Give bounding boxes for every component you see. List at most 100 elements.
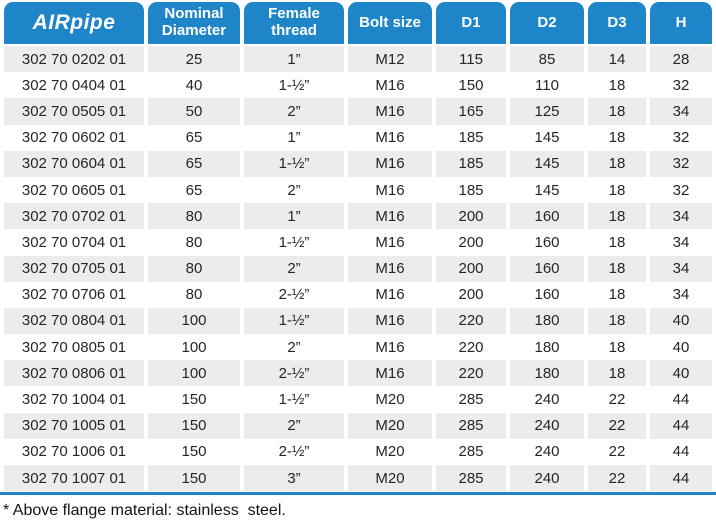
cell-female_thread: 2”	[287, 181, 301, 199]
cell-d2: 85	[510, 46, 584, 73]
cell-h: 32	[672, 76, 690, 94]
cell-nominal_diameter: 100	[148, 307, 240, 335]
cell-d2: 240	[534, 443, 560, 461]
cell-bolt_size: M20	[348, 465, 432, 492]
cell-d2: 160	[510, 203, 584, 230]
col-header-nominal-diameter: Nominal Diameter	[148, 2, 240, 46]
cell-d3: 18	[608, 233, 626, 251]
spec-table: AIRpipe Nominal Diameter Female thread B…	[0, 2, 716, 492]
cell-female_thread: 2”	[244, 412, 344, 439]
cell-d3: 18	[608, 129, 626, 147]
footnote: * Above flange material: stainless steel…	[3, 502, 286, 520]
table-row: 302 70 0202 01 25 1” M12 115 85 14 28	[4, 46, 712, 73]
cell-bolt_size: M16	[348, 307, 432, 335]
cell-female_thread: 2-½”	[278, 443, 310, 461]
cell-bolt_size: M16	[348, 360, 432, 387]
cell-d3: 18	[588, 150, 646, 177]
cell-part_number: 302 70 0404 01	[21, 76, 127, 94]
cell-nominal_diameter: 80	[185, 233, 203, 251]
cell-d1: 220	[458, 338, 484, 356]
cell-bolt_size: M16	[375, 129, 405, 147]
cell-d3: 18	[588, 360, 646, 387]
cell-d3: 18	[588, 203, 646, 230]
cell-d2: 145	[534, 129, 560, 147]
cell-d3: 22	[608, 391, 626, 409]
cell-d1: 200	[458, 233, 484, 251]
cell-d2: 145	[534, 181, 560, 199]
cell-female_thread: 1”	[244, 203, 344, 230]
cell-nominal_diameter: 150	[148, 465, 240, 492]
table-row: 302 70 0704 01 80 1-½” M16 200 160 18 34	[4, 229, 712, 255]
cell-d3: 22	[608, 443, 626, 461]
cell-d1: 220	[436, 307, 506, 335]
cell-part_number: 302 70 1005 01	[4, 412, 144, 439]
table-row: 302 70 1007 01 150 3” M20 285 240 22 44	[4, 465, 712, 492]
cell-part_number: 302 70 0805 01	[21, 338, 127, 356]
cell-female_thread: 3”	[244, 465, 344, 492]
cell-nominal_diameter: 80	[185, 286, 203, 304]
cell-nominal_diameter: 65	[148, 150, 240, 177]
cell-d3: 18	[588, 255, 646, 282]
table-row: 302 70 0602 01 65 1” M16 185 145 18 32	[4, 125, 712, 151]
cell-female_thread: 1-½”	[278, 76, 310, 94]
cell-female_thread: 1-½”	[244, 150, 344, 177]
table-row: 302 70 0706 01 80 2-½” M16 200 160 18 34	[4, 282, 712, 308]
cell-female_thread: 1”	[244, 46, 344, 73]
cell-d1: 220	[436, 360, 506, 387]
brand-logo-pipe: pipe	[70, 11, 116, 35]
cell-h: 40	[650, 307, 712, 335]
cell-female_thread: 1-½”	[278, 233, 310, 251]
cell-d1: 150	[458, 76, 484, 94]
cell-h: 32	[672, 129, 690, 147]
cell-nominal_diameter: 100	[181, 338, 207, 356]
table-row: 302 70 0804 01 100 1-½” M16 220 180 18 40	[4, 307, 712, 335]
cell-d1: 185	[458, 181, 484, 199]
cell-part_number: 302 70 0706 01	[21, 286, 127, 304]
cell-part_number: 302 70 1007 01	[4, 465, 144, 492]
cell-nominal_diameter: 40	[185, 76, 203, 94]
cell-d1: 185	[458, 129, 484, 147]
cell-d2: 160	[534, 286, 560, 304]
cell-nominal_diameter: 80	[148, 203, 240, 230]
cell-female_thread: 2-½”	[244, 360, 344, 387]
table-row: 302 70 0705 01 80 2” M16 200 160 18 34	[4, 255, 712, 282]
cell-female_thread: 2”	[244, 255, 344, 282]
cell-female_thread: 2”	[244, 98, 344, 125]
cell-h: 44	[650, 465, 712, 492]
table-row: 302 70 0805 01 100 2” M16 220 180 18 40	[4, 334, 712, 360]
cell-nominal_diameter: 150	[181, 443, 207, 461]
cell-h: 32	[650, 150, 712, 177]
cell-d1: 285	[458, 443, 484, 461]
cell-d2: 240	[510, 412, 584, 439]
cell-part_number: 302 70 0804 01	[4, 307, 144, 335]
cell-bolt_size: M16	[375, 233, 405, 251]
cell-h: 40	[650, 360, 712, 387]
cell-d3: 18	[608, 181, 626, 199]
table-row: 302 70 1005 01 150 2” M20 285 240 22 44	[4, 412, 712, 439]
cell-d2: 110	[535, 76, 559, 94]
cell-bolt_size: M20	[375, 443, 405, 461]
cell-d1: 165	[436, 98, 506, 125]
cell-d2: 160	[510, 255, 584, 282]
table-row: 302 70 1006 01 150 2-½” M20 285 240 22 44	[4, 439, 712, 465]
cell-h: 28	[650, 46, 712, 73]
cell-h: 34	[672, 233, 690, 251]
col-header-female-thread: Female thread	[244, 2, 344, 46]
cell-bolt_size: M16	[348, 98, 432, 125]
cell-d1: 200	[458, 286, 484, 304]
cell-nominal_diameter: 150	[181, 391, 207, 409]
table-body: 302 70 0202 01 25 1” M12 115 85 14 28 302 70 040…	[4, 46, 712, 492]
cell-bolt_size: M20	[348, 412, 432, 439]
brand-logo-air: AIR	[32, 11, 71, 35]
col-header-d3: D3	[588, 2, 646, 46]
cell-bolt_size: M16	[348, 255, 432, 282]
cell-d2: 240	[510, 465, 584, 492]
cell-female_thread: 2”	[287, 338, 301, 356]
col-header-bolt-size: Bolt size	[348, 2, 432, 46]
cell-h: 44	[672, 391, 690, 409]
cell-d2: 180	[510, 360, 584, 387]
cell-bolt_size: M16	[375, 286, 405, 304]
cell-bolt_size: M16	[348, 150, 432, 177]
header-row: AIRpipe Nominal Diameter Female thread B…	[4, 2, 712, 46]
cell-part_number: 302 70 0202 01	[4, 46, 144, 73]
